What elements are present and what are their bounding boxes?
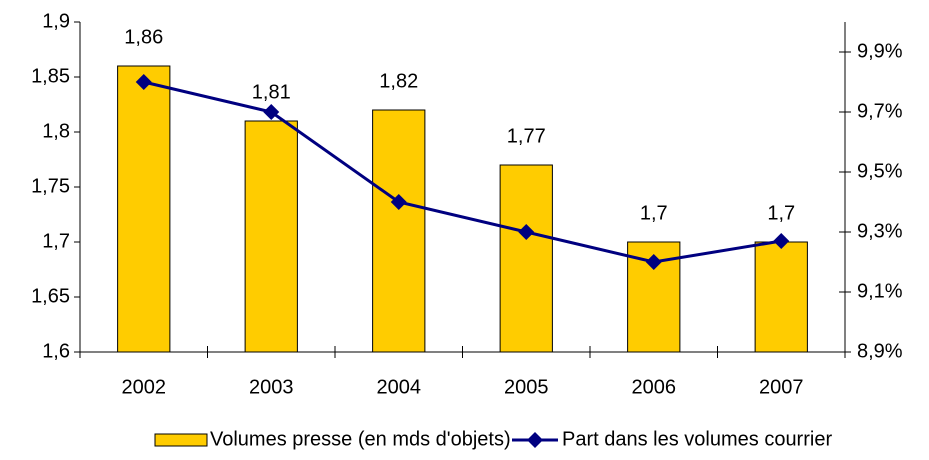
marker <box>263 104 280 120</box>
data-label: 1,86 <box>124 26 163 48</box>
x-tick-label: 2007 <box>759 376 804 398</box>
legend-swatch <box>154 433 208 447</box>
y-tick-label: 1,65 <box>31 285 70 307</box>
y2-tick-label: 8,9% <box>857 340 903 362</box>
bar <box>372 109 426 353</box>
x-tick-label: 2003 <box>249 376 294 398</box>
bar <box>244 120 298 353</box>
bar <box>499 164 553 353</box>
y2-tick-label: 9,5% <box>857 160 903 182</box>
y2-tick-label: 9,9% <box>857 40 903 62</box>
data-label: 1,7 <box>640 202 668 224</box>
y-tick-label: 1,8 <box>42 120 70 142</box>
data-label: 1,81 <box>252 81 291 103</box>
marker <box>773 233 790 249</box>
x-tick-label: 2004 <box>377 376 422 398</box>
bar <box>117 65 171 353</box>
x-tick-label: 2002 <box>122 376 167 398</box>
line <box>143 80 782 264</box>
legend-marker <box>527 432 543 448</box>
y-tick-label: 1,6 <box>42 340 70 362</box>
marker <box>518 224 535 240</box>
marker <box>135 74 152 90</box>
y2-tick-label: 9,7% <box>857 100 903 122</box>
y-tick-label: 1,85 <box>31 65 70 87</box>
legend-label: Part dans les volumes courrier <box>562 428 832 450</box>
bar <box>754 241 808 353</box>
y-tick-label: 1,7 <box>42 230 70 252</box>
y-tick-label: 1,9 <box>42 10 70 32</box>
y-tick-label: 1,75 <box>31 175 70 197</box>
y2-tick-label: 9,1% <box>857 280 903 302</box>
marker <box>390 194 407 210</box>
data-label: 1,77 <box>507 125 546 147</box>
data-label: 1,7 <box>767 202 795 224</box>
data-label: 1,82 <box>379 70 418 92</box>
x-tick-label: 2005 <box>504 376 549 398</box>
x-tick-label: 2006 <box>632 376 677 398</box>
y2-tick-label: 9,3% <box>857 220 903 242</box>
marker <box>645 254 662 270</box>
legend-label: Volumes presse (en mds d'objets) <box>210 428 511 450</box>
